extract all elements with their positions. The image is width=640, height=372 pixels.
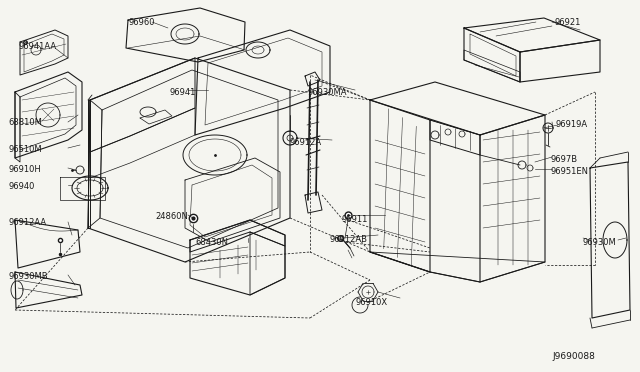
Text: 9697B: 9697B [551,155,578,164]
Text: 96930M: 96930M [583,238,617,247]
Text: 96941: 96941 [170,88,196,97]
Text: 96911: 96911 [342,215,369,224]
Text: 96919A: 96919A [556,120,588,129]
Text: 96910H: 96910H [8,165,41,174]
Text: 96930MA: 96930MA [308,88,348,97]
Text: 96510M: 96510M [8,145,42,154]
Text: 96912AB: 96912AB [330,235,368,244]
Text: 96960: 96960 [128,18,154,27]
Text: 96940: 96940 [8,182,35,191]
Text: 68810M: 68810M [8,118,42,127]
Text: 96912AA: 96912AA [8,218,46,227]
Text: 96951EN: 96951EN [551,167,589,176]
Text: 96930MB: 96930MB [8,272,47,281]
Text: 24860N: 24860N [155,212,188,221]
Text: 96912A: 96912A [290,138,322,147]
Text: 96921: 96921 [555,18,581,27]
Text: 96910X: 96910X [356,298,388,307]
Text: 68430N: 68430N [195,238,228,247]
Text: 96941AA: 96941AA [18,42,56,51]
Text: J9690088: J9690088 [552,352,595,361]
